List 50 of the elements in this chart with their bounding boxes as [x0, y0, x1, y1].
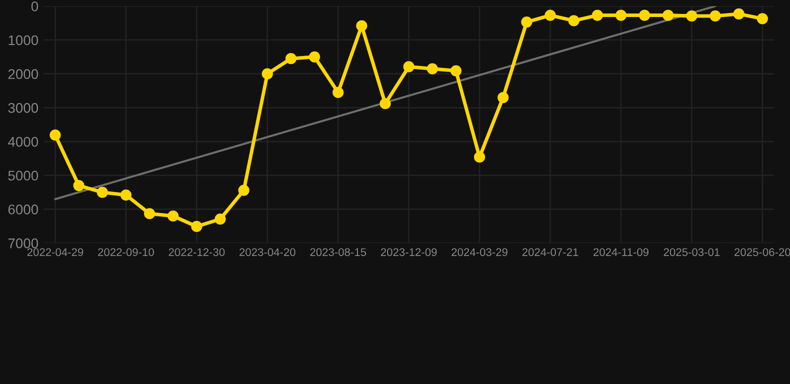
point: [380, 98, 391, 110]
point: [238, 184, 250, 196]
point: [710, 10, 721, 22]
point: [96, 186, 108, 198]
point: [356, 20, 368, 32]
y-tick-label: 5000: [8, 170, 38, 181]
point: [144, 208, 156, 220]
x-tick-label: 2024-07-21: [522, 248, 578, 256]
x-tick-label: 2025-06-20: [734, 248, 790, 256]
point: [332, 86, 344, 98]
y-tick-label: 2000: [8, 69, 38, 80]
y-tick-label: 0: [31, 1, 38, 12]
point: [308, 51, 320, 62]
point: [50, 130, 61, 141]
point: [733, 8, 744, 20]
point: [521, 16, 532, 28]
point: [168, 210, 179, 222]
point: [498, 92, 509, 104]
x-tick-label: 2024-11-09: [594, 248, 648, 256]
point: [592, 10, 603, 21]
point: [662, 10, 674, 21]
y-tick-label: 3000: [8, 103, 38, 113]
x-tick-label: 2023-04-20: [240, 248, 296, 256]
x-tick-label: 2022-12-30: [168, 248, 225, 256]
point: [262, 68, 273, 80]
point: [568, 15, 580, 26]
point: [73, 180, 84, 192]
y-tick-label: 7000: [8, 238, 38, 248]
point: [214, 213, 226, 225]
point: [474, 152, 486, 163]
point: [615, 10, 627, 21]
x-tick-label: 2023-08-15: [310, 248, 366, 256]
x-tick-label: 2023-12-09: [380, 248, 437, 256]
point: [638, 10, 650, 21]
x-tick-label: 2022-09-10: [98, 248, 154, 256]
point: [544, 10, 556, 21]
point: [686, 10, 698, 22]
y-tick-label: 4000: [8, 136, 38, 147]
point: [756, 13, 768, 24]
point: [120, 189, 132, 201]
x-tick-label: 2025-03-01: [664, 248, 720, 256]
x-tick-label: 2024-03-29: [452, 248, 508, 256]
point: [450, 65, 462, 76]
point: [403, 61, 414, 72]
point: [191, 220, 202, 232]
y-tick-label: 6000: [8, 204, 38, 214]
x-tick-label: 2022-04-29: [27, 248, 84, 256]
point: [285, 53, 297, 64]
point: [426, 63, 438, 74]
y-tick-label: 1000: [8, 35, 38, 46]
